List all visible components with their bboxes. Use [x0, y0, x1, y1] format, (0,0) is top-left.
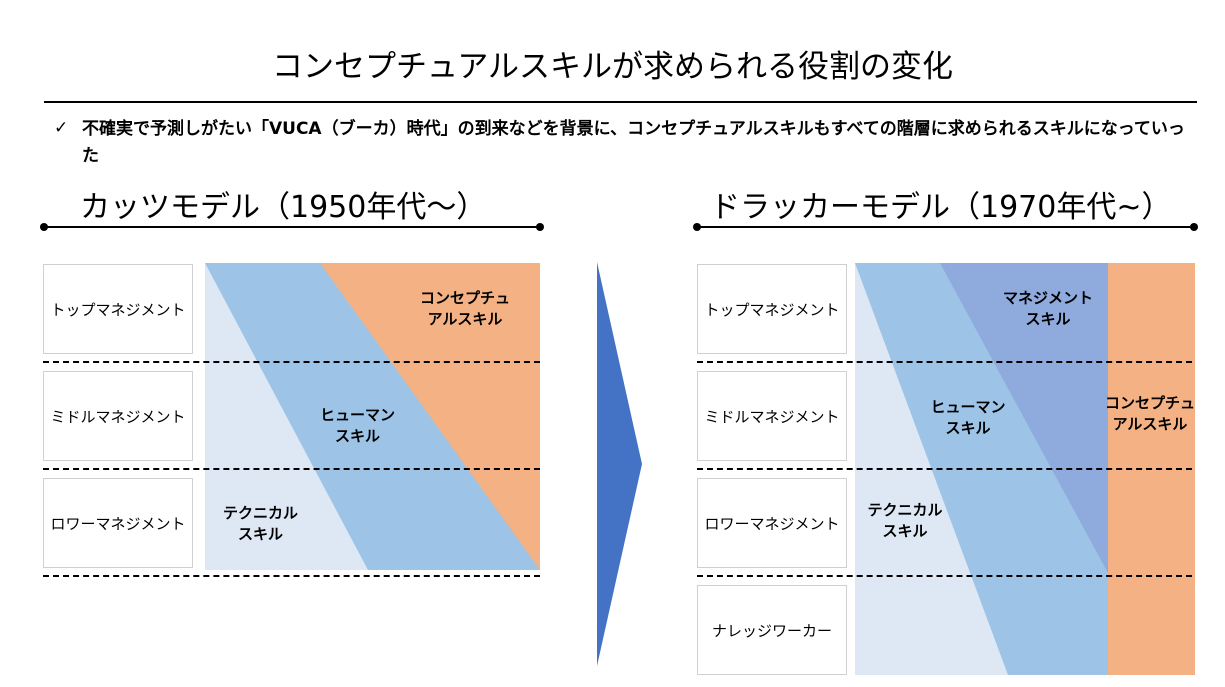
drucker-conceptual-label: コンセプチュ アルスキル [1104, 394, 1195, 433]
page-title: コンセプチュアルスキルが求められる役割の変化 [271, 49, 954, 85]
drucker-title-underline [697, 226, 1194, 228]
drucker-underline-dot-left [693, 223, 701, 231]
drucker-divider-3 [697, 575, 1192, 577]
katz-divider-2 [43, 468, 540, 470]
katz-underline-dot-left [40, 223, 48, 231]
katz-technical-label: テクニカル スキル [222, 504, 298, 543]
katz-conceptual-label: コンセプチュ アルスキル [419, 289, 510, 328]
katz-skill-diagram [205, 263, 540, 570]
drucker-level-top: トップマネジメント [697, 264, 847, 354]
katz-level-top: トップマネジメント [43, 264, 193, 354]
drucker-level-knowledge-worker: ナレッジワーカー [697, 585, 847, 675]
check-icon: ✓ [54, 118, 69, 138]
drucker-management-label: マネジメント スキル [1002, 289, 1093, 328]
drucker-human-label: ヒューマン スキル [930, 398, 1006, 437]
drucker-technical-label: テクニカル スキル [867, 501, 943, 540]
katz-conceptual-area [320, 263, 540, 570]
drucker-divider-2 [697, 468, 1192, 470]
drucker-level-middle: ミドルマネジメント [697, 371, 847, 461]
katz-level-middle: ミドルマネジメント [43, 371, 193, 461]
title-divider [44, 101, 1197, 103]
drucker-divider-1 [697, 361, 1192, 363]
katz-level-lower: ロワーマネジメント [43, 478, 193, 568]
drucker-underline-dot-right [1190, 223, 1198, 231]
katz-human-label: ヒューマン スキル [319, 406, 395, 445]
transition-arrow [597, 262, 642, 666]
katz-divider-1 [43, 361, 540, 363]
drucker-level-lower: ロワーマネジメント [697, 478, 847, 568]
drucker-model-title: ドラッカーモデル（1970年代~） [710, 190, 1172, 225]
katz-title-underline [44, 226, 540, 228]
drucker-management-area [940, 263, 1108, 573]
katz-model-title: カッツモデル（1950年代～） [80, 190, 487, 225]
katz-underline-dot-right [536, 223, 544, 231]
bullet-text: 不確実で予測しがたい「VUCA（ブーカ）時代」の到来などを背景に、コンセプチュア… [82, 119, 1185, 166]
katz-divider-3 [43, 575, 540, 577]
